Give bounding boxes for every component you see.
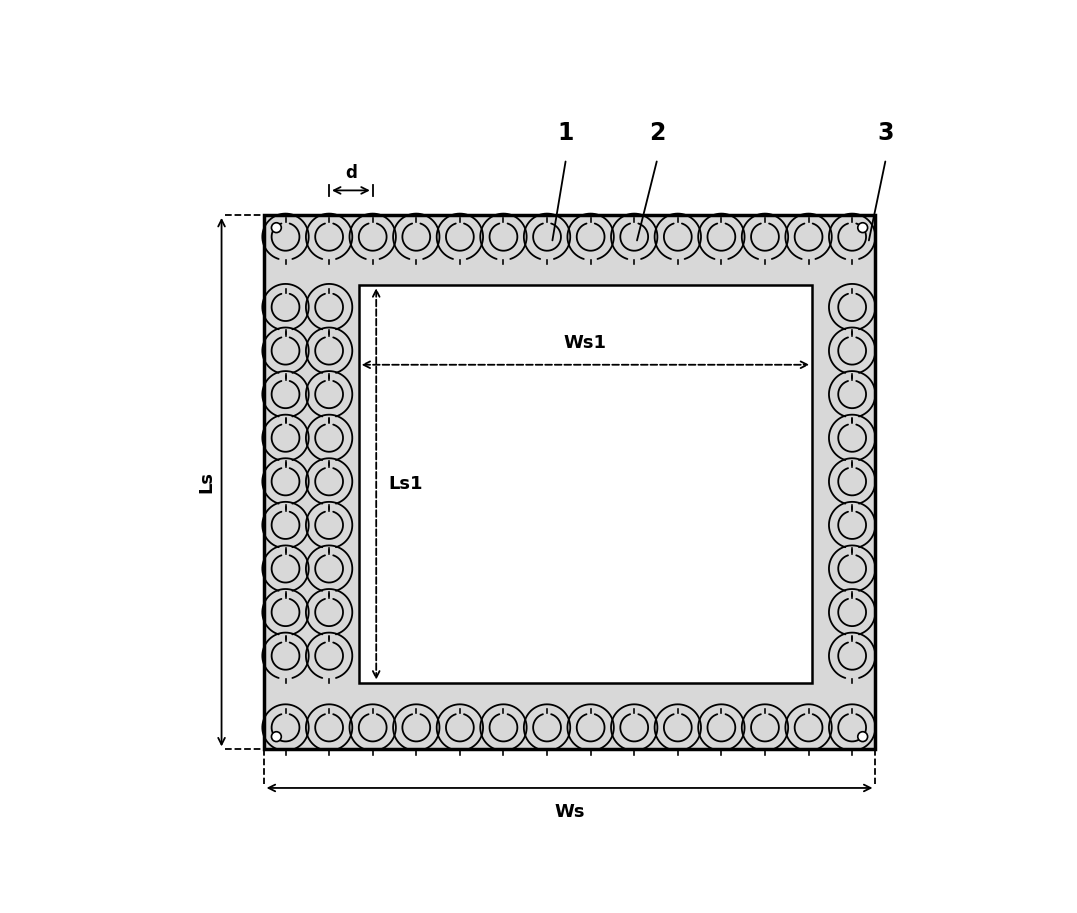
Circle shape (857, 731, 868, 741)
Text: Ws1: Ws1 (564, 334, 606, 352)
Text: d: d (345, 164, 356, 182)
Text: 3: 3 (878, 121, 894, 145)
Circle shape (271, 223, 281, 233)
Text: Ls1: Ls1 (389, 475, 423, 493)
Bar (359, 286, 812, 683)
Text: 1: 1 (558, 121, 574, 145)
Circle shape (271, 731, 281, 741)
Bar (264, 215, 876, 750)
Text: 2: 2 (649, 121, 666, 145)
Text: Ws: Ws (555, 803, 585, 822)
Text: Ls: Ls (197, 471, 215, 493)
Circle shape (857, 223, 868, 233)
